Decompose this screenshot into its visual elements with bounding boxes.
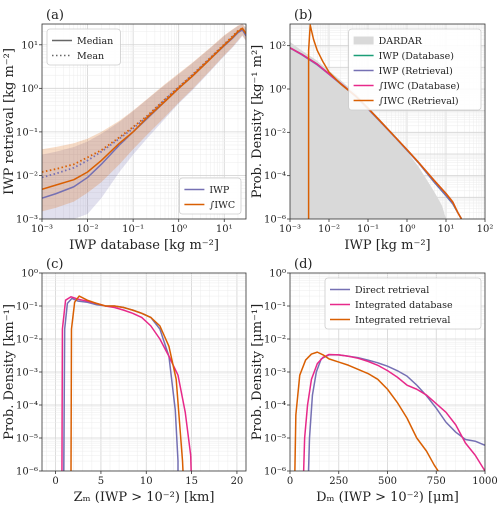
y-tick-label: 10⁰ — [269, 85, 286, 96]
legend-0: Median Mean — [46, 28, 121, 66]
legend-label: Mean — [77, 51, 104, 62]
series-line-3 — [42, 27, 246, 173]
series-line-2 — [294, 351, 439, 471]
x-tick-label: 10⁰ — [170, 224, 187, 235]
legend-0: Direct retrieval Integrated database Integ… — [324, 277, 482, 330]
x-tick-label: 0 — [52, 476, 58, 487]
x-tick-label: 10⁻³ — [279, 224, 301, 235]
y-tick-label: 10⁻¹ — [16, 127, 38, 138]
legend-label: IWP (Database) — [379, 51, 454, 62]
legend-0: DARDAR IWP (Database) IWP (Retrieval) ∫IWC … — [348, 28, 482, 111]
panel-2: 10⁻³ 10⁻² 10⁻¹ 10⁰ 10¹ 10² 10⁻⁶ 10⁻⁴ 10⁻² 10⁰ 10² I… — [250, 8, 493, 253]
panel-label: (c) — [46, 257, 63, 272]
panel-4: 0 250 500 750 1000 10⁻⁶ 10⁻⁵ 10⁻⁴ 10⁻³ 10⁻² 10⁻¹ 10… — [250, 257, 498, 505]
panel-label: (b) — [294, 8, 312, 23]
legend-label: IWP (Retrieval) — [379, 66, 453, 77]
x-axis-label: Dₘ (IWP > 10⁻²) [μm] — [316, 490, 459, 505]
series-line-0 — [307, 354, 485, 471]
y-axis-label: IWP retrieval [kg m⁻²] — [2, 48, 17, 195]
x-tick-label: 10 — [140, 476, 153, 487]
x-tick-label: 1000 — [472, 476, 497, 487]
y-axis-label: Prob. Density [kg⁻¹ m²] — [250, 45, 265, 198]
legend-label: DARDAR — [379, 36, 423, 47]
x-axis-label: Zₘ (IWP > 10⁻²) [km] — [74, 490, 215, 505]
x-tick-label: 5 — [98, 476, 104, 487]
x-tick-label: 0 — [287, 476, 293, 487]
legend-label: ∫IWC (Retrieval) — [379, 96, 459, 107]
series-line-2 — [70, 295, 184, 471]
y-tick-label: 10⁻² — [16, 171, 38, 182]
y-tick-label: 10⁻⁵ — [264, 434, 286, 445]
legend-label: ∫IWC — [209, 200, 235, 211]
legend-label: Integrated database — [355, 300, 453, 311]
x-tick-label: 250 — [329, 476, 348, 487]
y-tick-label: 10⁻⁶ — [264, 215, 286, 226]
y-tick-label: 10⁻¹ — [16, 302, 38, 313]
y-tick-label: 10⁻⁴ — [264, 401, 286, 412]
x-tick-label: 10⁻² — [77, 224, 99, 235]
x-tick-label: 20 — [231, 476, 244, 487]
y-tick-label: 10⁰ — [269, 269, 286, 280]
area-dardar — [290, 41, 446, 219]
y-axis-label: Prob. Density [μm⁻¹] — [250, 304, 265, 440]
panel-3: 0 5 10 15 20 10⁻⁶ 10⁻⁵ 10⁻⁴ 10⁻³ 10⁻² 10⁻¹ 10⁰ Zₘ (I… — [2, 257, 247, 505]
legend-label: Integrated retrieval — [355, 315, 450, 326]
y-tick-label: 10⁰ — [21, 269, 38, 280]
x-tick-label: 750 — [427, 476, 446, 487]
grid — [42, 273, 246, 471]
x-tick-label: 10⁻³ — [31, 224, 53, 235]
y-tick-label: 10¹ — [21, 40, 38, 51]
y-tick-label: 10⁻⁶ — [16, 467, 38, 478]
y-tick-label: 10⁻³ — [16, 368, 38, 379]
x-tick-label: 500 — [378, 476, 397, 487]
legend-swatch — [353, 36, 374, 45]
x-tick-label: 10¹ — [216, 224, 233, 235]
y-tick-label: 10⁻² — [264, 128, 286, 139]
y-tick-label: 10⁰ — [21, 84, 38, 95]
series-line-2 — [42, 27, 246, 191]
x-tick-label: 15 — [185, 476, 198, 487]
plot-frame — [41, 23, 247, 220]
legend-1: IWP ∫IWC — [178, 177, 242, 215]
panel-label: (d) — [294, 257, 312, 272]
legend-label: ∫IWC (Database) — [379, 81, 460, 92]
y-tick-label: 10² — [269, 41, 286, 52]
series-line-1 — [302, 353, 485, 471]
x-axis-label: IWP [kg m⁻²] — [344, 238, 430, 253]
panel-1: 10⁻³ 10⁻² 10⁻¹ 10⁰ 10¹ 10⁻³ 10⁻² 10⁻¹ 10⁰ 10¹ IWP … — [2, 8, 247, 253]
y-tick-label: 10⁻¹ — [264, 302, 286, 313]
y-tick-label: 10⁻³ — [16, 215, 38, 226]
series-line-1 — [61, 296, 192, 471]
y-axis-label: Prob. Density [km⁻¹] — [2, 304, 17, 440]
panel-label: (a) — [46, 8, 64, 23]
x-tick-label: 10⁻¹ — [357, 224, 379, 235]
x-tick-label: 10⁰ — [399, 224, 416, 235]
y-tick-label: 10⁻⁴ — [264, 171, 286, 182]
x-tick-label: 10⁻¹ — [122, 224, 144, 235]
legend-label: IWP — [209, 185, 230, 196]
y-tick-label: 10⁻³ — [264, 368, 286, 379]
y-tick-label: 10⁻⁶ — [264, 467, 286, 478]
x-axis-label: IWP database [kg m⁻²] — [69, 238, 219, 253]
y-tick-label: 10⁻⁴ — [16, 401, 38, 412]
x-tick-label: 10⁻² — [318, 224, 340, 235]
x-tick-label: 10² — [477, 224, 494, 235]
plot-frame — [289, 23, 486, 220]
legend-label: Median — [77, 36, 113, 47]
y-tick-label: 10⁻² — [264, 335, 286, 346]
x-tick-label: 10¹ — [438, 224, 455, 235]
y-tick-label: 10⁻⁵ — [16, 434, 38, 445]
y-tick-label: 10⁻² — [16, 335, 38, 346]
legend-label: Direct retrieval — [355, 285, 429, 296]
